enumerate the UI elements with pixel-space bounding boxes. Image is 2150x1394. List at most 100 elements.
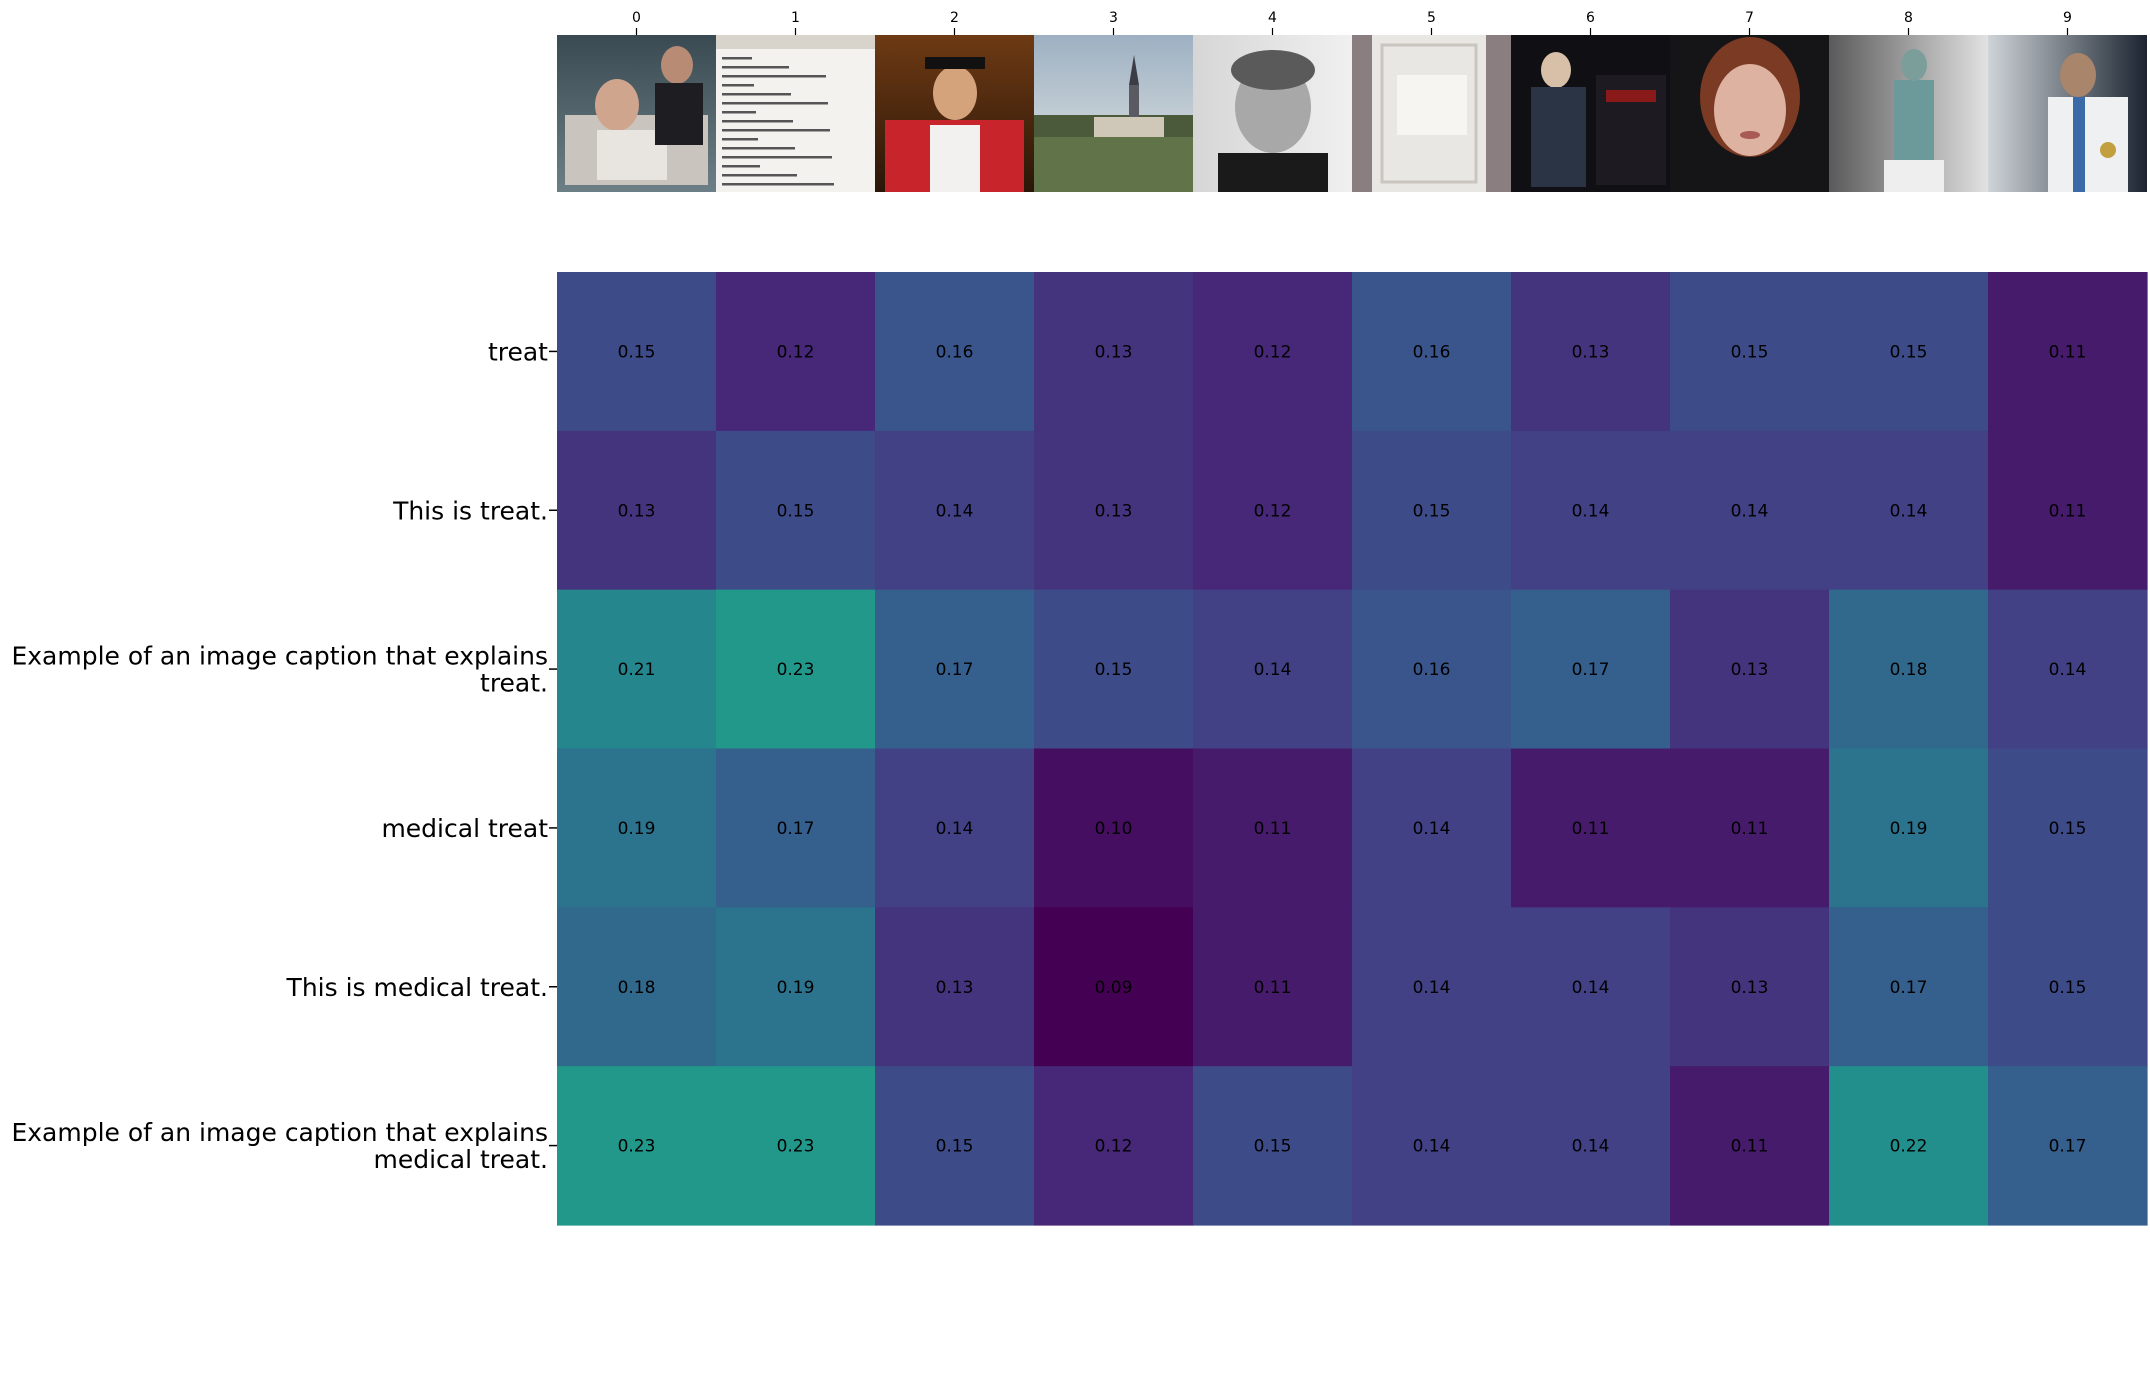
heatmap-cell-r4-c5 [1352, 907, 1512, 1067]
heatmap-cell-r0-c8 [1829, 272, 1989, 432]
heatmap-cell-r3-c4 [1193, 748, 1353, 908]
heatmap-cell-r1-c9 [1988, 430, 2148, 591]
heatmap-cell-r3-c9 [1988, 748, 2148, 908]
heatmap-cell-r4-c8 [1829, 907, 1989, 1067]
heatmap-cell-r0-c7 [1670, 272, 1830, 432]
cell-value-label-r1-c7: 0.14 [1731, 501, 1769, 521]
heatmap-cell-r3-c0 [557, 748, 717, 908]
cell-value-label-r4-c1: 0.19 [777, 978, 815, 998]
cell-value-label-r0-c9: 0.11 [2049, 342, 2087, 362]
cell-value-label-r0-c1: 0.12 [777, 342, 815, 362]
cell-value-label-r5-c6: 0.14 [1572, 1137, 1610, 1157]
heatmap-cell-r1-c2 [875, 430, 1035, 591]
cell-value-label-r3-c1: 0.17 [777, 819, 815, 839]
heatmap-cell-r2-c1 [716, 589, 876, 750]
x-tick-label-4: 4 [1268, 10, 1277, 26]
x-tick-label-0: 0 [632, 10, 641, 26]
cell-value-label-r2-c7: 0.13 [1731, 660, 1769, 680]
cell-value-label-r3-c5: 0.14 [1413, 819, 1451, 839]
heatmap-cell-r5-c2 [875, 1066, 1035, 1226]
y-tick-label-2-line-1: treat. [480, 669, 548, 698]
woman-face-portrait-image [1670, 35, 1829, 192]
graduation-gown-portrait-image [875, 35, 1034, 192]
cell-value-label-r1-c3: 0.13 [1095, 501, 1133, 521]
heatmap-cell-r1-c6 [1511, 430, 1671, 591]
heatmap-cell-r3-c6 [1511, 748, 1671, 908]
cell-value-label-r4-c7: 0.13 [1731, 978, 1769, 998]
doctor-stethoscope-image [1988, 35, 2147, 192]
cell-value-label-r5-c0: 0.23 [618, 1137, 656, 1157]
cell-value-label-r1-c8: 0.14 [1890, 501, 1928, 521]
elderly-woman-bw-portrait-image [1193, 35, 1352, 192]
text-editor-screenshot-image [716, 35, 875, 192]
hospital-bed-patient-image [557, 35, 716, 192]
cell-value-label-r3-c2: 0.14 [936, 819, 974, 839]
heatmap-cell-r3-c1 [716, 748, 876, 908]
heatmap-cell-r5-c1 [716, 1066, 876, 1226]
cell-value-label-r1-c5: 0.15 [1413, 501, 1451, 521]
y-tick-label-0-line-0: treat [488, 337, 548, 366]
cell-value-label-r1-c9: 0.11 [2049, 501, 2087, 521]
cell-annotations: 0.15 0.12 0.16 0.13 0.12 0.16 0.13 0.15 0.15 0.11… [618, 342, 2087, 1156]
cell-value-label-r2-c3: 0.15 [1095, 660, 1133, 680]
cell-value-label-r0-c7: 0.15 [1731, 342, 1769, 362]
x-tick-label-2: 2 [950, 10, 959, 26]
cell-value-label-r3-c3: 0.10 [1095, 819, 1133, 839]
heatmap-cell-r5-c7 [1670, 1066, 1830, 1226]
white-lace-cloth-image [1352, 35, 1511, 192]
x-tick-label-8: 8 [1904, 10, 1913, 26]
heatmap-cell-r5-c8 [1829, 1066, 1989, 1226]
heatmap-cell-r3-c2 [875, 748, 1035, 908]
man-with-machine-image [1511, 35, 1670, 192]
x-tick-label-9: 9 [2063, 10, 2072, 26]
y-tick-label-2-line-0: Example of an image caption that explain… [11, 642, 548, 671]
cell-value-label-r0-c4: 0.12 [1254, 342, 1292, 362]
cell-value-label-r2-c8: 0.18 [1890, 660, 1928, 680]
cell-value-label-r2-c4: 0.14 [1254, 660, 1292, 680]
heatmap-cell-r0-c6 [1511, 272, 1671, 432]
x-tick-label-6: 6 [1586, 10, 1595, 26]
heatmap-cell-r0-c3 [1034, 272, 1194, 432]
cell-value-label-r0-c5: 0.16 [1413, 342, 1451, 362]
cell-value-label-r0-c0: 0.15 [618, 342, 656, 362]
cell-value-label-r4-c8: 0.17 [1890, 978, 1928, 998]
heatmap-cell-r3-c3 [1034, 748, 1194, 908]
heatmap-cell-r5-c0 [557, 1066, 717, 1226]
cell-value-label-r3-c7: 0.11 [1731, 819, 1769, 839]
heatmap-cell-r1-c0 [557, 430, 717, 591]
heatmap-cell-r2-c7 [1670, 589, 1830, 750]
heatmap-cell-r5-c3 [1034, 1066, 1194, 1226]
heatmap-cell-r0-c4 [1193, 272, 1353, 432]
cell-value-label-r2-c2: 0.17 [936, 660, 974, 680]
cell-value-label-r4-c2: 0.13 [936, 978, 974, 998]
cell-value-label-r4-c6: 0.14 [1572, 978, 1610, 998]
cell-value-label-r3-c8: 0.19 [1890, 819, 1928, 839]
x-tick-label-1: 1 [791, 10, 800, 26]
cell-value-label-r1-c2: 0.14 [936, 501, 974, 521]
cell-value-label-r0-c2: 0.16 [936, 342, 974, 362]
y-tick-label-5-line-1: medical treat. [374, 1145, 549, 1174]
x-tick-label-7: 7 [1745, 10, 1754, 26]
cell-value-label-r3-c0: 0.19 [618, 819, 656, 839]
cell-value-label-r1-c6: 0.14 [1572, 501, 1610, 521]
cell-value-label-r5-c5: 0.14 [1413, 1137, 1451, 1157]
heatmap-cell-r4-c7 [1670, 907, 1830, 1067]
cell-value-label-r4-c0: 0.18 [618, 978, 656, 998]
surgeon-statue-image [1829, 35, 1988, 192]
cell-value-label-r5-c7: 0.11 [1731, 1137, 1769, 1157]
heatmap-cell-r2-c6 [1511, 589, 1671, 750]
cell-value-label-r4-c3: 0.09 [1095, 978, 1133, 998]
y-tick-label-3-line-0: medical treat [381, 814, 548, 843]
x-tick-label-3: 3 [1109, 10, 1118, 26]
heatmap-cell-r0-c2 [875, 272, 1035, 432]
village-church-landscape-image [1034, 35, 1193, 192]
heatmap-cell-r0-c5 [1352, 272, 1512, 432]
heatmap-cell-r1-c8 [1829, 430, 1989, 591]
heatmap-cell-r4-c1 [716, 907, 876, 1067]
image-strip [557, 35, 2147, 192]
y-axis-ticks: treat This is treat. Example of an image c… [11, 337, 557, 1174]
cell-value-label-r5-c1: 0.23 [777, 1137, 815, 1157]
cell-value-label-r2-c0: 0.21 [618, 660, 656, 680]
cell-value-label-r5-c9: 0.17 [2049, 1137, 2087, 1157]
